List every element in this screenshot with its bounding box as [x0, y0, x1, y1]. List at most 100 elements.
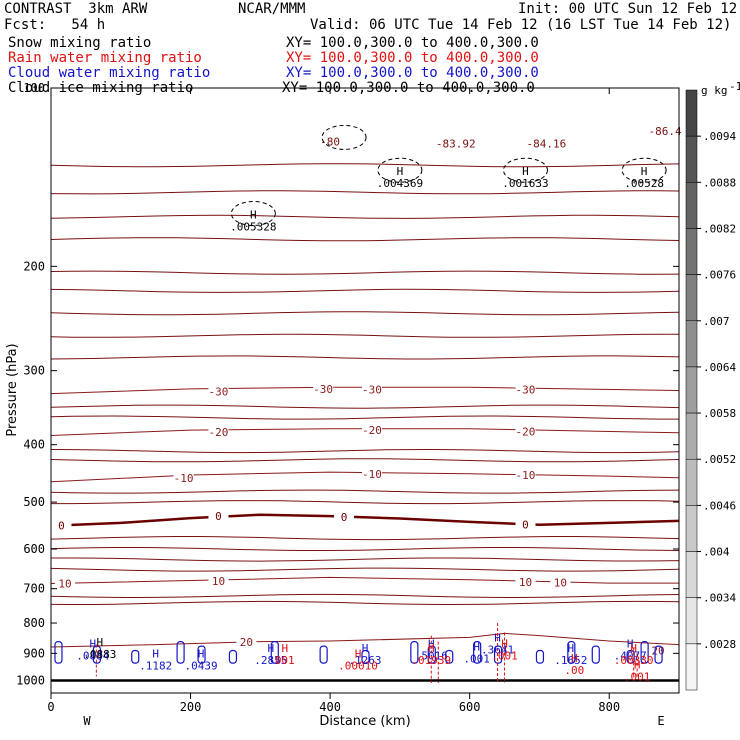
isotherm-label-bg	[51, 519, 72, 531]
maximum-value: .00330	[614, 654, 654, 667]
isotherm-line	[50, 311, 680, 316]
maximum-value: .0439	[184, 659, 217, 672]
isotherm-label-bg	[208, 426, 229, 438]
field-name-rain: Rain water mixing ratio	[8, 50, 202, 66]
isotherm-label--10: -10	[516, 469, 536, 482]
maximum-value: .1182	[139, 659, 172, 672]
cloud-water-contour	[591, 645, 600, 664]
isotherm-label-bg	[515, 575, 536, 587]
colorbar-bin	[685, 551, 698, 598]
y-tick-label-600: 600	[23, 542, 45, 556]
isotherm-label--20: -20	[209, 426, 229, 439]
colorbar-label: .0028	[703, 638, 736, 651]
axes: 0 200 400 600 800100200300400500600700800900…	[16, 81, 680, 714]
maximum-marker: H	[522, 165, 529, 178]
colorbar-bin	[685, 505, 698, 552]
maximum-value: .1652	[554, 654, 587, 667]
isotherm-label-0: 0	[215, 510, 222, 523]
isotherm-line	[50, 489, 680, 494]
isotherm-line	[50, 600, 680, 606]
cloud-water-contour	[131, 649, 140, 664]
cloud-water-contour	[319, 645, 328, 664]
x-end-label-west: W	[83, 714, 91, 728]
colorbar-label: .0076	[703, 269, 736, 282]
colorbar-label: .0046	[703, 499, 736, 512]
maximum-marker: H	[362, 642, 369, 655]
maximum-marker: H	[641, 165, 648, 178]
colorbar-bin	[685, 228, 698, 275]
isotherm-label--10: -10	[174, 472, 194, 485]
isotherm-label-10: 10	[554, 577, 567, 590]
maximum-marker: H	[428, 642, 435, 655]
y-tick-label-1000: 1000	[16, 673, 45, 687]
isotherm-20	[50, 632, 680, 648]
colorbar-label: .0088	[703, 176, 736, 189]
colorbar-bin	[685, 412, 698, 460]
cloud-water-contour	[197, 645, 206, 664]
colorbar-label: .007	[703, 315, 730, 328]
colorbar-bin	[685, 366, 698, 414]
isotherm-label-0: 0	[341, 511, 348, 524]
isotherm-label--10: -10	[362, 468, 382, 481]
colorbar-label: .0034	[703, 592, 736, 605]
maximum-value: .4077	[614, 649, 647, 662]
header-title-center: NCAR/MMM	[238, 1, 306, 17]
isotherm-label-10: 10	[212, 575, 225, 588]
isotherm-line	[50, 567, 680, 572]
x-tick-label-800: 800	[598, 700, 620, 714]
colorbar-label: .0082	[703, 222, 736, 235]
isotherm-label-bg	[515, 518, 536, 530]
maximum-value: .001	[624, 670, 651, 683]
maximum-value: .004369	[377, 177, 423, 190]
field-xy-cloudwater: XY= 100.0,300.0 to 400.0,300.0	[286, 65, 539, 81]
isotherm-label-bg	[208, 575, 229, 587]
cloud-ice-contour	[621, 157, 667, 183]
header-fcst: Fcst: 54 h	[4, 17, 106, 33]
colorbar-bin	[685, 320, 698, 368]
y-tick-label-300: 300	[23, 364, 45, 378]
header-title-left: CONTRAST 3km ARW	[4, 1, 148, 17]
isotherm-label-bg	[361, 424, 382, 436]
isotherm-line	[50, 333, 679, 338]
isotherm-line	[50, 355, 680, 360]
maximum-marker: H	[634, 658, 641, 671]
maximum-value: .0884	[76, 649, 109, 662]
y-tick-label-700: 700	[23, 582, 45, 596]
field-name-cloudwater: Cloud water mixing ratio	[8, 65, 211, 81]
maximum-marker: H	[90, 637, 97, 650]
isotherm-line	[50, 163, 680, 168]
maximum-value: .001633	[502, 177, 548, 190]
isotherm-label-top: -84.16	[527, 137, 567, 150]
isotherm-line	[50, 458, 680, 463]
header-valid: Valid: 06 UTC Tue 14 Feb 12 (16 LST Tue …	[310, 17, 732, 33]
isotherm--20	[50, 428, 680, 436]
isotherm-label--20: -20	[516, 425, 536, 438]
cloud-water-contour	[445, 649, 454, 664]
isotherm-label-bg	[515, 383, 536, 395]
maximum-marker: H	[428, 637, 435, 650]
maximum-value: .00010	[338, 659, 378, 672]
y-tick-label-500: 500	[23, 495, 45, 509]
maximum-marker: H	[281, 642, 288, 655]
plot-area: 0 0 0 0 -10 -10 -10 -20 -20 -20 -30 -30 -30 -30 10 10 10…	[50, 124, 682, 683]
cloud-water-contour	[654, 645, 663, 664]
isotherm-10	[50, 576, 679, 584]
maximum-marker: H	[397, 165, 404, 178]
isotherm-line	[50, 547, 680, 551]
y-tick-label-100: 100	[23, 81, 45, 95]
colorbar-label: .0052	[703, 453, 736, 466]
cloud-ice-contour	[321, 124, 367, 150]
x-tick-label-200: 200	[180, 700, 202, 714]
cloud-water-contour	[54, 641, 63, 664]
colorbar-bin	[685, 643, 698, 691]
x-tick-label-400: 400	[319, 700, 341, 714]
maximum-marker: H	[152, 647, 159, 660]
cloud-water-contour	[535, 649, 545, 664]
isotherm-label-bg	[361, 383, 382, 395]
maximum-value: .005328	[230, 220, 276, 233]
isotherm-line	[50, 404, 680, 409]
isotherm-label-top: -80	[320, 135, 340, 148]
cloud-water-contour	[361, 649, 370, 664]
y-tick-label-200: 200	[23, 259, 45, 273]
